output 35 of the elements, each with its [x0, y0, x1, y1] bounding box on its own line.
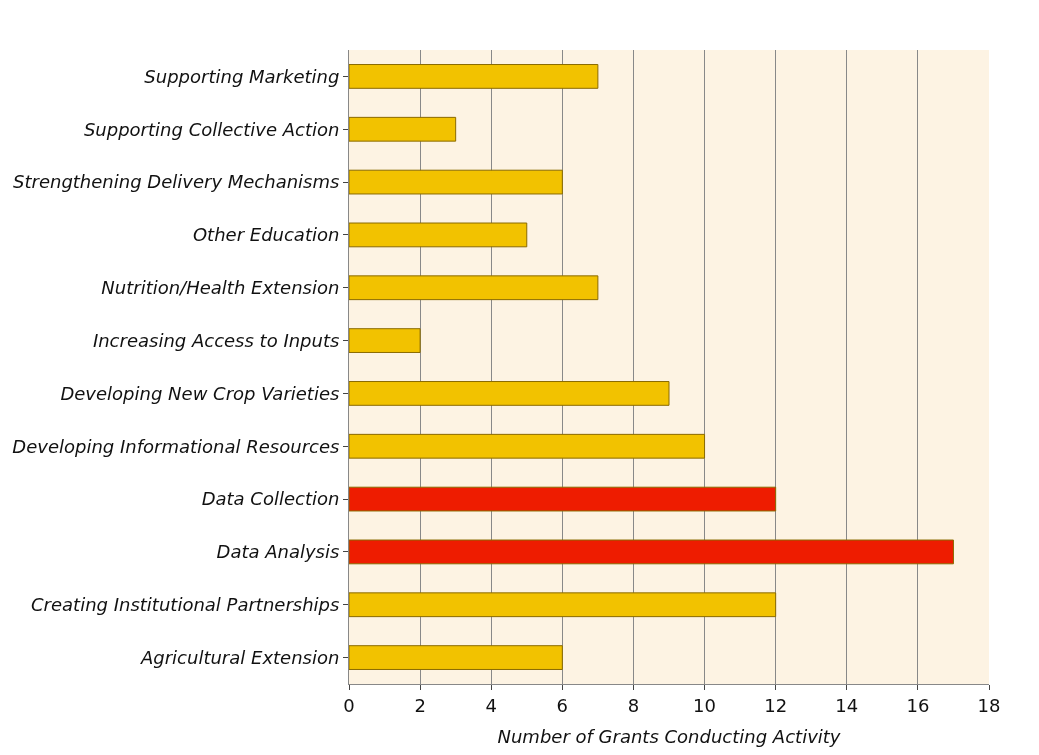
y-tick-label: Creating Institutional Partnerships [31, 594, 340, 616]
y-tick-label: Data Collection [201, 488, 340, 510]
bar [349, 539, 954, 565]
x-tick-label: 4 [485, 694, 497, 716]
x-tick-label: 14 [835, 694, 859, 716]
bar [349, 592, 777, 618]
bar [349, 64, 599, 89]
y-tick-label: Supporting Marketing [144, 65, 340, 87]
x-tick-label: 12 [764, 694, 788, 716]
bar [349, 169, 563, 195]
y-tick-label: Developing Informational Resources [12, 435, 340, 457]
x-tick-label: 2 [414, 694, 426, 716]
bar [349, 222, 528, 248]
x-tick-label: 18 [977, 694, 1001, 716]
bar [349, 486, 777, 512]
x-tick-label: 8 [627, 694, 640, 716]
x-tick-label: 0 [343, 694, 355, 716]
y-tick-label: Increasing Access to Inputs [92, 329, 340, 351]
y-tick-label: Nutrition/Health Extension [101, 277, 340, 299]
y-tick-label: Developing New Crop Varieties [60, 382, 340, 404]
y-tick-label: Strengthening Delivery Mechanisms [13, 171, 340, 193]
y-tick-label: Data Analysis [216, 541, 340, 563]
x-tick-label: 16 [906, 694, 930, 716]
bar [349, 116, 457, 142]
y-tick-label: Agricultural Extension [139, 646, 340, 668]
bar [349, 328, 421, 353]
bar [349, 645, 563, 670]
y-tick-label: Other Education [192, 224, 340, 246]
x-axis-title: Number of Grants Conducting Activity [497, 725, 841, 747]
x-tick-label: 6 [556, 694, 569, 716]
bar [349, 433, 706, 459]
bar [349, 275, 599, 301]
x-tick-label: 10 [693, 694, 717, 716]
y-tick-label: Supporting Collective Action [83, 118, 340, 140]
bar [349, 381, 670, 406]
